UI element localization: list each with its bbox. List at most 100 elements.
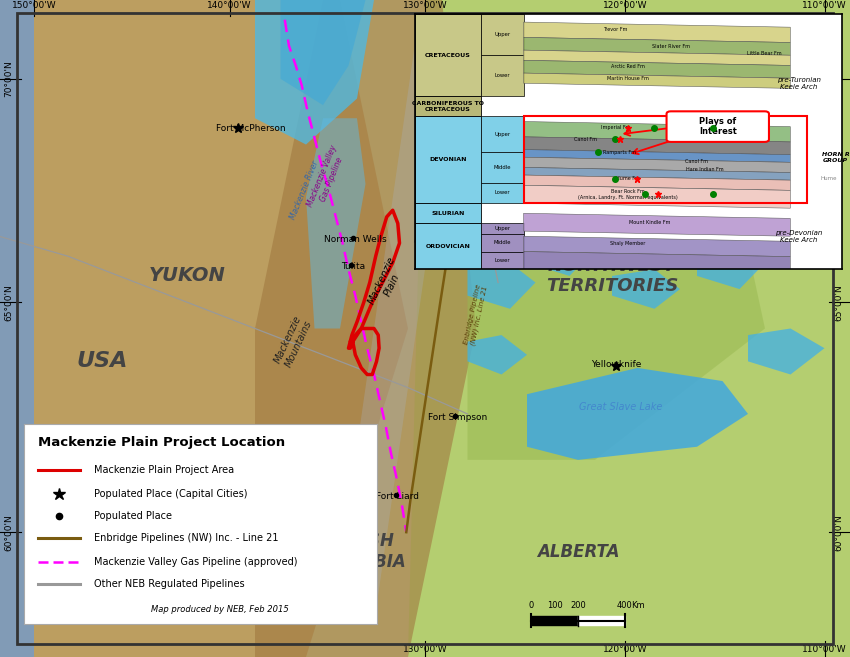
Text: Mackenzie Valley
Gas Pipeline: Mackenzie Valley Gas Pipeline xyxy=(306,143,348,212)
Polygon shape xyxy=(524,185,790,208)
Polygon shape xyxy=(524,237,790,257)
Polygon shape xyxy=(524,214,790,237)
Text: Canol Fm: Canol Fm xyxy=(685,158,708,164)
Polygon shape xyxy=(527,368,748,460)
Text: 150°00'W: 150°00'W xyxy=(12,1,56,10)
Bar xyxy=(481,116,524,152)
Bar xyxy=(415,203,481,223)
Bar xyxy=(481,252,524,269)
Polygon shape xyxy=(524,168,790,180)
Polygon shape xyxy=(306,118,366,328)
Polygon shape xyxy=(408,0,850,657)
FancyBboxPatch shape xyxy=(666,111,769,142)
Text: Hume: Hume xyxy=(821,176,837,181)
Polygon shape xyxy=(748,328,824,374)
Text: Trevor Fm: Trevor Fm xyxy=(604,27,627,32)
Text: 120°00'W: 120°00'W xyxy=(603,645,647,654)
Polygon shape xyxy=(527,230,595,276)
Polygon shape xyxy=(255,0,374,145)
Text: Whitehorse: Whitehorse xyxy=(140,426,191,435)
Text: Fort Simpson: Fort Simpson xyxy=(428,413,487,422)
Text: Hume Fm: Hume Fm xyxy=(616,176,640,181)
Polygon shape xyxy=(0,0,34,657)
Text: Enbridge Pipeline
(NW) Inc. Line 21: Enbridge Pipeline (NW) Inc. Line 21 xyxy=(463,284,489,347)
Polygon shape xyxy=(524,150,790,162)
Text: Ramparts Fm: Ramparts Fm xyxy=(604,150,636,154)
Polygon shape xyxy=(524,137,790,154)
Text: 110°00'W: 110°00'W xyxy=(802,1,847,10)
Text: Bear Rock Fm
(Arnica, Landry, Ft. Norman equivalents): Bear Rock Fm (Arnica, Landry, Ft. Norman… xyxy=(578,189,678,200)
Polygon shape xyxy=(255,0,476,657)
Polygon shape xyxy=(524,157,790,173)
Polygon shape xyxy=(524,122,790,142)
Text: 70°00'N: 70°00'N xyxy=(4,60,14,97)
Polygon shape xyxy=(524,22,790,43)
Text: Great Slave Lake: Great Slave Lake xyxy=(579,402,662,413)
Bar xyxy=(415,14,481,96)
Text: Slater River Fm: Slater River Fm xyxy=(652,44,690,49)
Polygon shape xyxy=(468,99,765,460)
Bar xyxy=(481,183,524,203)
Text: Tulita: Tulita xyxy=(341,261,365,271)
Text: 60°00'N: 60°00'N xyxy=(834,514,843,551)
Polygon shape xyxy=(524,60,790,78)
Text: 140°00'W: 140°00'W xyxy=(207,1,252,10)
Text: Lower: Lower xyxy=(495,258,510,263)
Text: Shaly Member: Shaly Member xyxy=(610,241,646,246)
Text: 130°00'W: 130°00'W xyxy=(403,645,447,654)
Text: Arctic Red Fm: Arctic Red Fm xyxy=(611,64,645,69)
Text: CRETACEOUS: CRETACEOUS xyxy=(425,53,471,58)
Polygon shape xyxy=(524,37,790,55)
Text: Imperial Fm: Imperial Fm xyxy=(601,125,630,130)
Bar xyxy=(481,234,524,252)
Text: Km: Km xyxy=(632,600,645,610)
Text: CARBONIFEROUS TO
CRETACEOUS: CARBONIFEROUS TO CRETACEOUS xyxy=(412,101,484,112)
Bar xyxy=(481,55,524,96)
Bar xyxy=(415,116,481,203)
Text: 130°00'W: 130°00'W xyxy=(403,1,447,10)
Polygon shape xyxy=(524,175,790,191)
Text: Populated Place: Populated Place xyxy=(94,511,173,521)
Text: Mackenzie Plain Project Area: Mackenzie Plain Project Area xyxy=(94,465,235,475)
Text: Enbridge Pipelines (NW) Inc. - Line 21: Enbridge Pipelines (NW) Inc. - Line 21 xyxy=(94,533,279,543)
Text: Martin House Fm: Martin House Fm xyxy=(607,76,649,81)
Polygon shape xyxy=(332,33,459,624)
Bar xyxy=(481,152,524,183)
Polygon shape xyxy=(524,73,790,89)
Text: Mackenzie
Mountains: Mackenzie Mountains xyxy=(273,314,314,369)
Bar xyxy=(415,223,481,269)
Text: Mackenzie Valley Gas Pipeline (approved): Mackenzie Valley Gas Pipeline (approved) xyxy=(94,557,298,567)
Text: Populated Place (Capital Cities): Populated Place (Capital Cities) xyxy=(94,489,248,499)
Text: Lower: Lower xyxy=(495,191,510,195)
Text: pre-Devonian
Keele Arch: pre-Devonian Keele Arch xyxy=(775,230,823,242)
Bar xyxy=(481,14,524,55)
Text: BRITISH
COLUMBIA: BRITISH COLUMBIA xyxy=(308,532,406,572)
Text: Other NEB Regulated Pipelines: Other NEB Regulated Pipelines xyxy=(94,579,245,589)
Text: Upper: Upper xyxy=(494,132,510,137)
Bar xyxy=(415,96,481,116)
Text: NORTHWEST
TERRITORIES: NORTHWEST TERRITORIES xyxy=(546,256,678,296)
Text: Middle: Middle xyxy=(494,165,511,170)
Text: Upper: Upper xyxy=(494,32,510,37)
Text: 120°00'W: 120°00'W xyxy=(603,1,647,10)
Text: Map produced by NEB, Feb 2015: Map produced by NEB, Feb 2015 xyxy=(150,605,288,614)
Text: Fort Liard: Fort Liard xyxy=(377,491,419,501)
Text: 60°00'N: 60°00'N xyxy=(4,514,14,551)
Text: Upper: Upper xyxy=(494,226,510,231)
Polygon shape xyxy=(612,269,680,309)
Text: Mackenzie Plain Project Location: Mackenzie Plain Project Location xyxy=(38,436,285,449)
Text: pre-Turonian
Keele Arch: pre-Turonian Keele Arch xyxy=(777,77,821,90)
Text: 110°00'W: 110°00'W xyxy=(802,645,847,654)
Text: ORDOVICIAN: ORDOVICIAN xyxy=(426,244,470,249)
Text: Yellowknife: Yellowknife xyxy=(591,360,642,369)
Polygon shape xyxy=(34,0,408,657)
Bar xyxy=(481,223,524,234)
Text: 65°00'N: 65°00'N xyxy=(834,284,843,321)
Text: Canol Fm: Canol Fm xyxy=(574,137,597,142)
Text: Middle: Middle xyxy=(494,240,511,245)
Text: Franklin
Mountains: Franklin Mountains xyxy=(413,206,445,254)
Text: 100: 100 xyxy=(547,600,563,610)
Text: HORN RIVER
GROUP: HORN RIVER GROUP xyxy=(822,152,850,162)
Text: 200: 200 xyxy=(570,600,586,610)
Text: Plays of
Interest: Plays of Interest xyxy=(699,117,737,136)
